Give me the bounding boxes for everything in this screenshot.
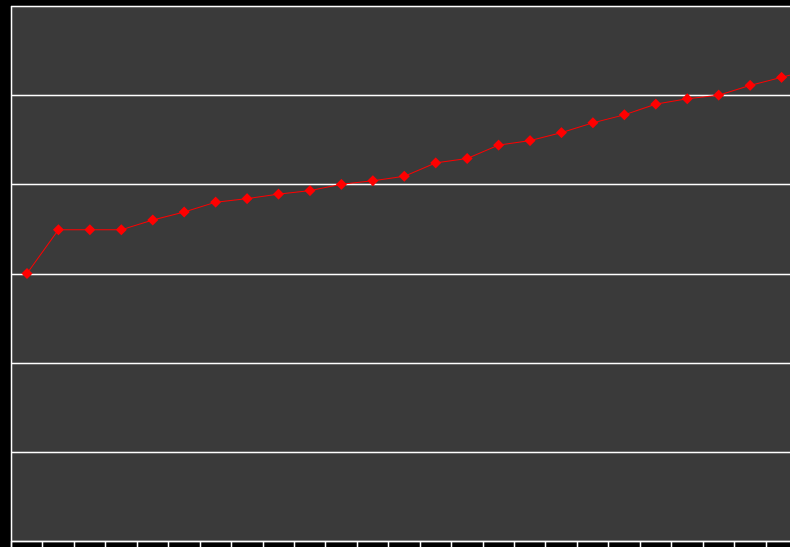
data-point — [618, 109, 630, 121]
data-point — [210, 196, 222, 208]
data-point — [273, 188, 285, 200]
data-point — [493, 139, 505, 151]
data-point — [461, 152, 473, 164]
data-point — [84, 224, 96, 236]
data-point — [587, 117, 599, 129]
data-point — [21, 268, 33, 279]
data-point — [555, 127, 567, 139]
data-point — [241, 193, 253, 205]
data-point — [115, 224, 127, 236]
data-point — [650, 98, 662, 110]
data-point — [430, 157, 442, 169]
series-layer — [21, 71, 790, 279]
data-point — [52, 224, 64, 236]
data-point — [367, 175, 379, 187]
data-point — [335, 178, 347, 190]
data-point — [744, 79, 756, 91]
series-line — [26, 74, 790, 274]
axes — [10, 6, 790, 547]
data-point — [681, 93, 693, 105]
data-point — [776, 71, 788, 83]
data-point — [524, 135, 536, 147]
data-point — [398, 170, 410, 182]
data-point — [304, 185, 316, 197]
gridlines — [11, 5, 790, 543]
data-point — [147, 214, 159, 226]
data-point — [713, 89, 725, 101]
plot-area — [11, 6, 790, 541]
data-point — [178, 206, 190, 218]
